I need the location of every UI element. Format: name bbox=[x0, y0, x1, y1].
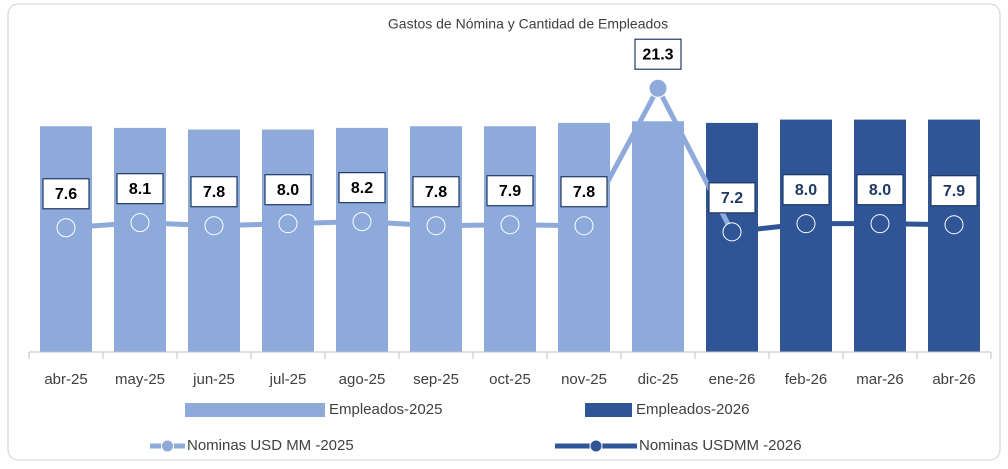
data-label: 8.0 bbox=[277, 182, 299, 199]
data-label-box bbox=[264, 174, 312, 206]
data-label: 8.0 bbox=[869, 182, 891, 199]
line-marker bbox=[944, 215, 964, 235]
legend-marker bbox=[161, 439, 174, 453]
bar bbox=[854, 119, 906, 352]
x-tick-label: sep-25 bbox=[413, 371, 459, 388]
data-label-box bbox=[634, 38, 682, 70]
line-marker bbox=[500, 215, 520, 235]
bar bbox=[188, 129, 240, 352]
data-label: 7.8 bbox=[203, 184, 225, 201]
line-marker bbox=[278, 214, 298, 234]
legend-label: Empleados-2026 bbox=[636, 401, 749, 418]
x-tick-label: abr-26 bbox=[932, 371, 975, 388]
data-label-box bbox=[412, 176, 460, 208]
data-label-box bbox=[782, 174, 830, 206]
line-marker bbox=[426, 216, 446, 236]
bar bbox=[262, 129, 314, 352]
data-label-box bbox=[856, 174, 904, 206]
bar bbox=[40, 126, 92, 353]
legend-label: Empleados-2025 bbox=[329, 401, 442, 418]
line-marker bbox=[796, 214, 816, 234]
bar bbox=[114, 127, 166, 353]
bar bbox=[558, 122, 610, 352]
data-label: 7.9 bbox=[499, 183, 521, 200]
line bbox=[731, 221, 955, 235]
legend-marker bbox=[589, 439, 603, 453]
line-marker bbox=[130, 213, 150, 233]
bar bbox=[410, 126, 462, 353]
bar bbox=[632, 121, 684, 352]
data-label-box bbox=[486, 175, 534, 207]
legend-swatch bbox=[585, 403, 632, 417]
data-label-box bbox=[930, 175, 978, 207]
bar bbox=[484, 126, 536, 353]
line-marker bbox=[722, 222, 742, 242]
data-label: 7.6 bbox=[55, 186, 77, 203]
data-label-box bbox=[338, 172, 386, 204]
x-tick-label: ago-25 bbox=[339, 371, 386, 388]
data-label: 7.8 bbox=[573, 184, 595, 201]
data-label: 7.8 bbox=[425, 184, 447, 201]
legend-label: Nominas USD MM -2025 bbox=[187, 437, 354, 454]
x-tick-label: jul-25 bbox=[269, 371, 307, 388]
chart-title: Gastos de Nómina y Cantidad de Empleados bbox=[388, 16, 668, 32]
bar bbox=[780, 119, 832, 352]
data-label: 7.2 bbox=[721, 190, 743, 207]
data-label-box bbox=[116, 173, 164, 205]
x-tick-label: nov-25 bbox=[561, 371, 607, 388]
x-tick-label: feb-26 bbox=[785, 371, 828, 388]
line-marker bbox=[204, 216, 224, 236]
x-tick-label: oct-25 bbox=[489, 371, 531, 388]
line-marker bbox=[870, 214, 890, 234]
x-tick-label: may-25 bbox=[115, 371, 165, 388]
data-label: 8.0 bbox=[795, 182, 817, 199]
line-marker bbox=[352, 212, 372, 232]
x-tick-label: abr-25 bbox=[44, 371, 87, 388]
data-label: 21.3 bbox=[642, 46, 673, 63]
x-tick-label: dic-25 bbox=[638, 371, 679, 388]
bar bbox=[928, 119, 980, 352]
bar bbox=[336, 127, 388, 353]
line-marker bbox=[648, 78, 668, 98]
data-label-box bbox=[560, 176, 608, 208]
data-label-box bbox=[190, 176, 238, 208]
line-marker bbox=[574, 216, 594, 236]
data-label: 7.9 bbox=[943, 183, 965, 200]
x-tick-label: jun-25 bbox=[192, 371, 235, 388]
x-tick-label: ene-26 bbox=[709, 371, 756, 388]
line-marker bbox=[56, 218, 76, 238]
data-label-box bbox=[42, 178, 90, 210]
data-label-box bbox=[708, 182, 756, 214]
legend-label: Nominas USDMM -2026 bbox=[639, 437, 802, 454]
data-label: 8.2 bbox=[351, 180, 373, 197]
legend-swatch bbox=[185, 403, 325, 417]
x-tick-label: mar-26 bbox=[856, 371, 904, 388]
data-label: 8.1 bbox=[129, 181, 151, 198]
